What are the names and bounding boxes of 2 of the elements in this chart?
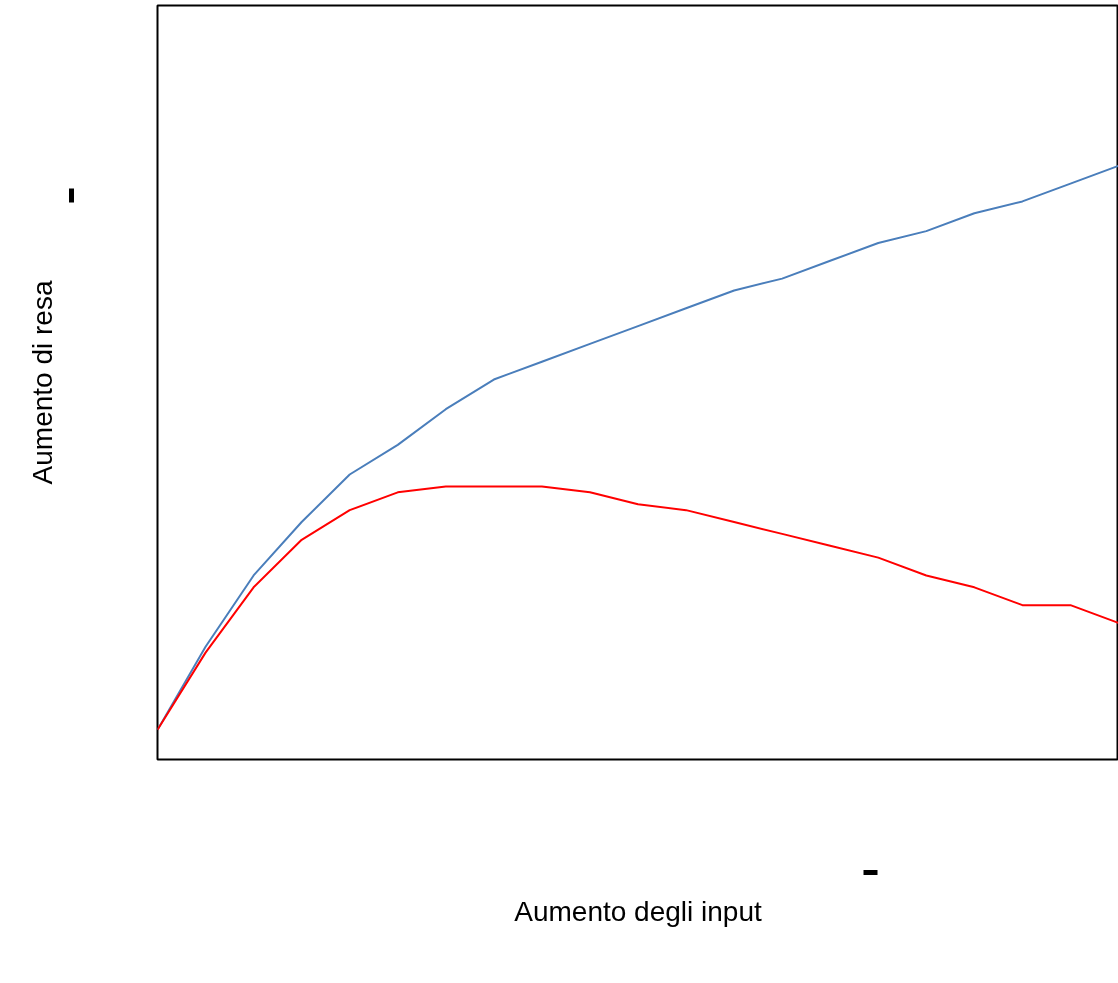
x-axis-title: Aumento degli input xyxy=(514,895,762,927)
y-axis-title: Aumento di resa xyxy=(26,280,58,485)
